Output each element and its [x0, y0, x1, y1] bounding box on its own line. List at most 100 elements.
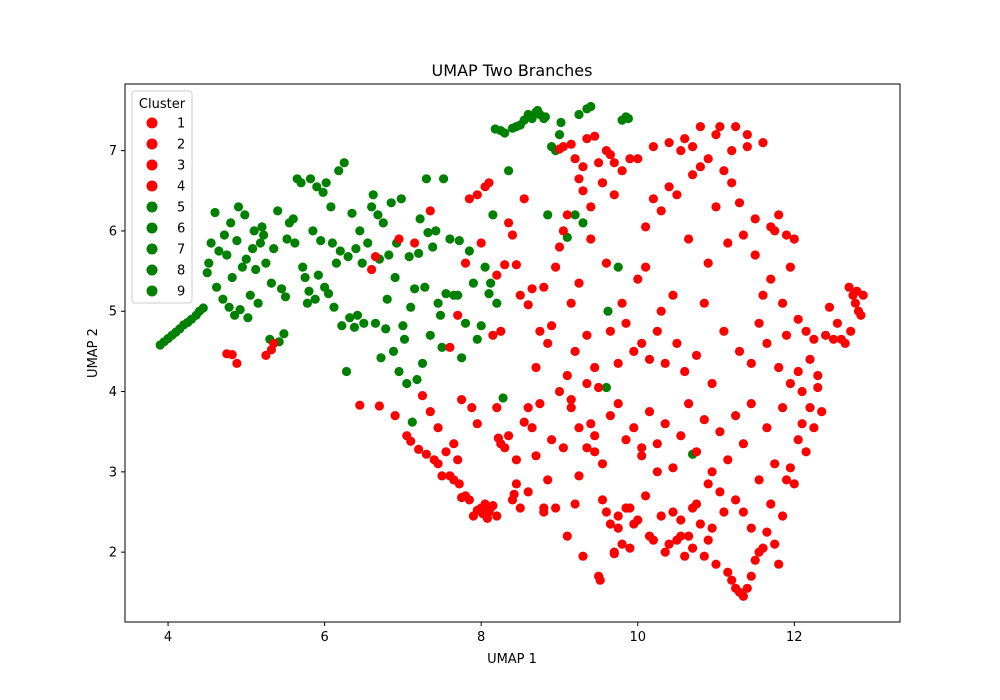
data-point	[817, 407, 827, 417]
data-point	[695, 122, 706, 132]
data-point	[758, 290, 768, 300]
data-point	[617, 539, 627, 549]
data-point	[590, 431, 600, 441]
data-point	[437, 471, 447, 481]
legend-label: 4	[177, 180, 185, 195]
data-point	[789, 234, 799, 244]
data-point	[754, 475, 764, 485]
legend-label: 5	[177, 201, 185, 216]
data-point	[343, 252, 353, 262]
data-point	[858, 290, 868, 300]
data-point	[590, 131, 600, 141]
data-point	[367, 202, 377, 212]
data-point	[828, 334, 839, 344]
data-point	[454, 479, 464, 489]
legend-title: Cluster	[139, 97, 186, 112]
data-point	[570, 210, 580, 220]
data-point	[570, 346, 580, 356]
data-point	[656, 206, 666, 216]
data-point	[668, 507, 678, 517]
data-point	[566, 395, 576, 405]
data-point	[523, 487, 533, 497]
data-point	[433, 459, 443, 469]
data-point	[329, 302, 339, 312]
data-point	[249, 226, 259, 236]
legend-label: 7	[177, 243, 185, 258]
data-point	[582, 443, 592, 453]
data-point	[421, 449, 431, 459]
data-point	[327, 238, 337, 248]
data-point	[224, 302, 234, 312]
data-point	[414, 444, 424, 454]
data-point	[719, 507, 729, 517]
data-point	[417, 358, 428, 368]
data-point	[204, 258, 214, 268]
data-point	[586, 419, 596, 429]
data-point	[781, 475, 792, 485]
data-point	[586, 234, 596, 244]
data-point	[711, 559, 721, 569]
data-point	[648, 535, 659, 545]
data-point	[856, 310, 866, 320]
legend: Cluster 1 2 3 4 5 6 7 8 9	[131, 90, 193, 304]
data-point	[245, 290, 255, 300]
data-point	[695, 162, 706, 172]
data-point	[316, 236, 326, 246]
data-point	[676, 515, 686, 525]
data-point	[488, 210, 498, 220]
data-point	[746, 571, 756, 581]
data-point	[280, 292, 291, 302]
data-point	[539, 503, 549, 513]
data-point	[423, 228, 433, 238]
data-point	[334, 166, 344, 176]
data-point	[384, 250, 394, 260]
data-point	[774, 210, 784, 220]
data-point	[746, 358, 756, 368]
data-point	[269, 244, 279, 254]
data-point	[240, 210, 250, 220]
data-point	[562, 370, 572, 381]
data-point	[699, 298, 709, 308]
data-point	[797, 419, 807, 429]
data-point	[738, 439, 749, 449]
data-point	[302, 298, 312, 308]
data-point	[633, 154, 643, 164]
data-point	[484, 289, 494, 299]
data-point	[605, 519, 616, 529]
data-point	[770, 459, 780, 469]
data-point	[813, 370, 823, 381]
data-point	[688, 142, 698, 152]
data-point	[476, 238, 486, 248]
legend-label: 1	[177, 117, 185, 132]
data-point	[394, 366, 404, 377]
data-point	[468, 278, 478, 288]
data-point	[404, 252, 414, 262]
data-point	[789, 479, 799, 489]
data-point	[676, 146, 686, 156]
data-point	[504, 218, 514, 228]
data-point	[376, 353, 386, 363]
data-point	[515, 290, 525, 300]
legend-label: 2	[177, 138, 185, 153]
data-point	[500, 260, 510, 270]
data-point	[511, 479, 521, 489]
data-point	[594, 158, 604, 168]
data-point	[441, 447, 451, 457]
data-point	[554, 242, 565, 252]
data-point	[707, 467, 717, 477]
data-point	[770, 539, 780, 549]
data-point	[511, 455, 521, 465]
data-point	[601, 507, 612, 517]
data-point	[519, 194, 529, 204]
data-point	[464, 194, 474, 204]
data-point	[449, 439, 459, 449]
data-point	[331, 258, 341, 268]
data-point	[359, 318, 369, 328]
data-point	[507, 230, 518, 240]
legend-marker	[146, 243, 158, 255]
data-point	[723, 567, 733, 577]
data-point	[382, 294, 392, 304]
data-point	[547, 435, 557, 445]
data-point	[556, 117, 566, 128]
data-point	[227, 350, 237, 360]
